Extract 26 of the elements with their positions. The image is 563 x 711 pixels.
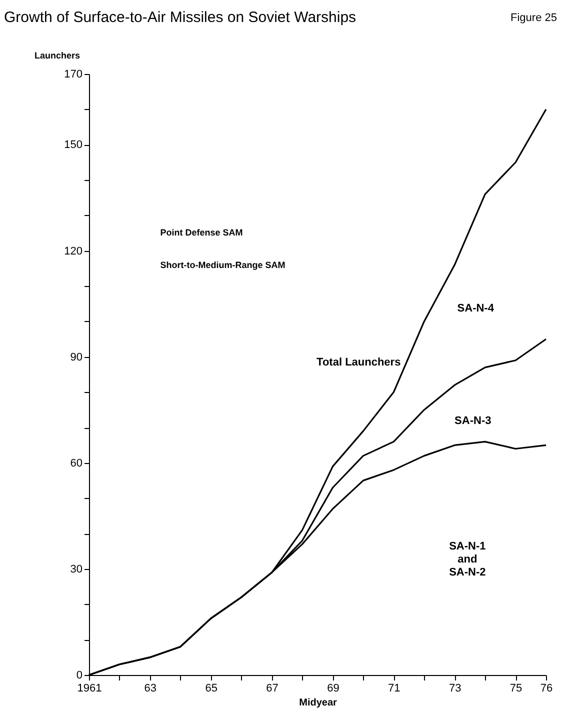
annotation: Short-to-Medium-Range SAM <box>160 260 286 270</box>
x-tick-label: 76 <box>540 682 553 694</box>
x-tick-label: 71 <box>388 682 400 694</box>
annotation: SA-N-1 and SA-N-2 <box>449 540 486 578</box>
annotation: Point Defense SAM <box>160 228 243 238</box>
chart-subtitle: Figure 25 <box>510 12 557 24</box>
y-tick-label: 150 <box>64 139 82 152</box>
annotation: SA-N-3 <box>454 414 492 427</box>
y-tick-label: 120 <box>64 245 82 258</box>
x-tick-label: 67 <box>266 682 278 694</box>
x-tick-label: 69 <box>327 682 340 694</box>
y-axis-title: Launchers <box>34 50 80 60</box>
annotation: Total Launchers <box>316 356 401 368</box>
chart-title: Growth of Surface-to-Air Missiles on Soviet Warships <box>4 9 356 26</box>
y-tick-label: 30 <box>70 563 82 576</box>
x-tick-label: 65 <box>205 682 218 694</box>
x-tick-label: 63 <box>144 682 157 694</box>
x-tick-label: 1961 <box>77 682 102 694</box>
y-tick-label: 60 <box>70 457 82 470</box>
x-tick-label: 73 <box>448 682 462 694</box>
x-axis-title: Midyear <box>299 698 338 708</box>
y-tick-label: 170 <box>64 68 82 80</box>
annotation: SA-N-4 <box>457 302 495 314</box>
y-tick-label: 90 <box>70 351 82 364</box>
y-tick-label: 0 <box>76 670 82 682</box>
x-tick-label: 75 <box>510 682 522 694</box>
